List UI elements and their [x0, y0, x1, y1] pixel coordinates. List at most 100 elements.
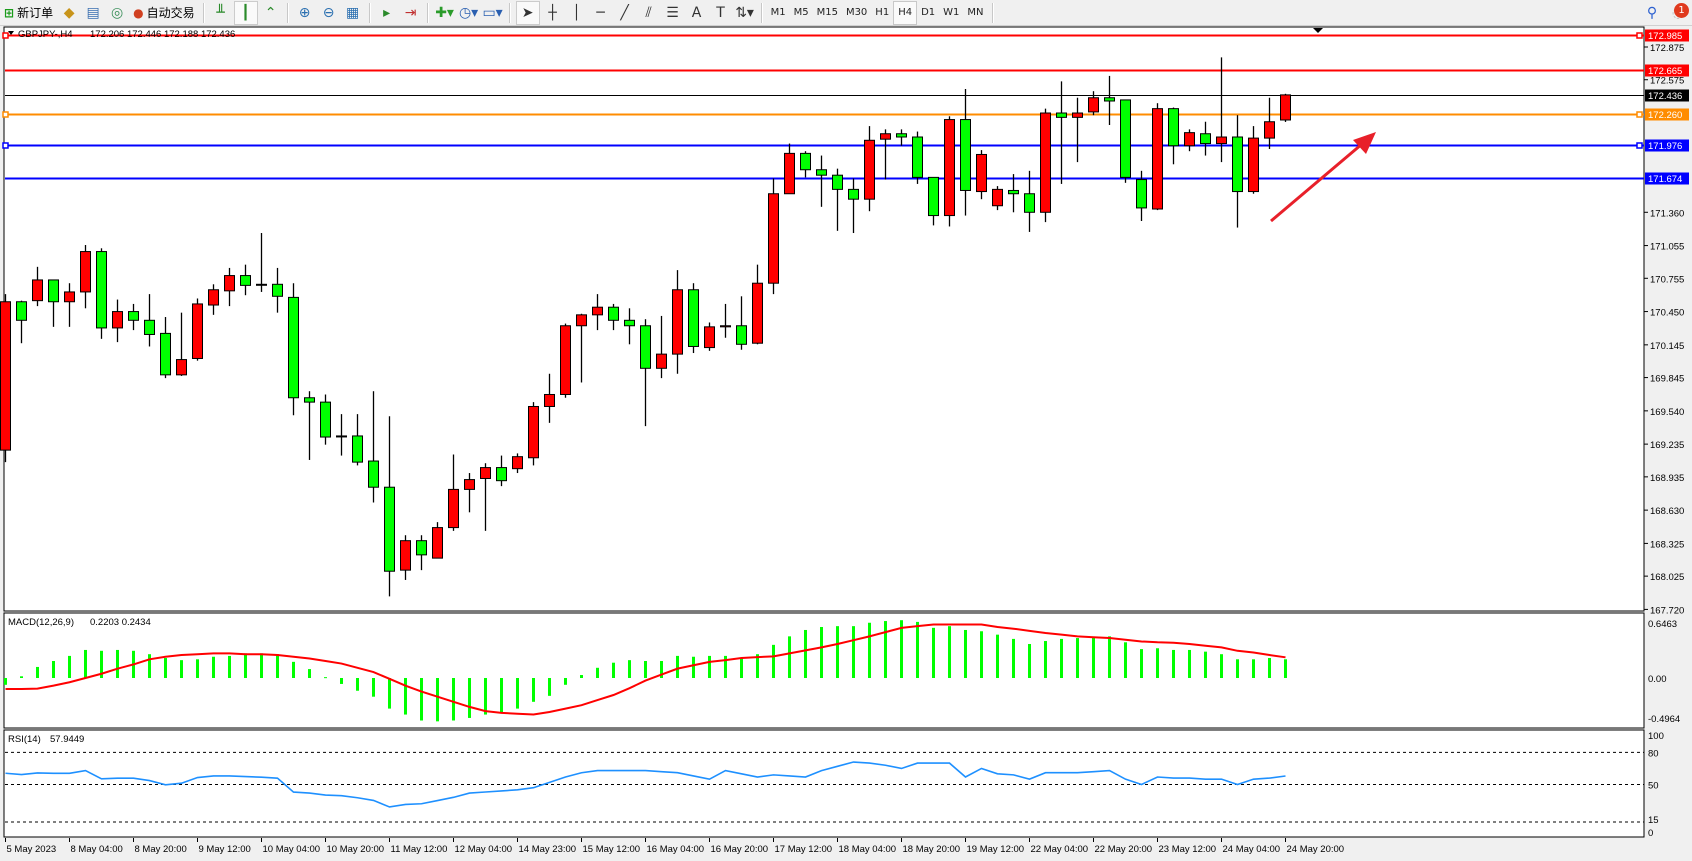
horizontal-line-icon[interactable]: ─: [596, 4, 605, 21]
macd-histogram-bar: [468, 678, 471, 718]
candle: [416, 535, 427, 571]
line-chart-icon[interactable]: ⌃: [264, 4, 277, 21]
candle: [1280, 93, 1291, 122]
macd-histogram-bar: [980, 631, 983, 678]
candle: [576, 313, 587, 383]
candle-body: [416, 540, 427, 556]
candle: [448, 454, 459, 531]
price-axis-label: 169.845: [1650, 374, 1684, 385]
macd-histogram-bar: [116, 649, 119, 678]
candle-body: [1120, 99, 1131, 178]
price-pane[interactable]: [3, 26, 1645, 612]
timeframe-m5[interactable]: M5: [793, 7, 809, 18]
timeframe-d1[interactable]: D1: [921, 7, 936, 18]
vertical-line-icon[interactable]: │: [572, 4, 581, 21]
macd-histogram-bar: [436, 678, 439, 722]
annotation-arrow[interactable]: [1270, 132, 1376, 223]
toolbar-divider: [991, 2, 994, 23]
candle: [912, 131, 923, 184]
macd-histogram-bar: [164, 658, 167, 678]
candle-body: [1216, 136, 1227, 145]
candle: [384, 416, 395, 597]
macd-histogram-bar: [1252, 659, 1255, 678]
auto-scroll-icon[interactable]: ▸: [383, 4, 391, 21]
candle-body: [816, 169, 827, 176]
chart-shift-icon[interactable]: ⇥: [404, 4, 417, 21]
macd-histogram-bar: [420, 678, 423, 721]
templates-icon[interactable]: ▭▾: [482, 4, 503, 21]
macd-histogram-bar: [68, 655, 71, 678]
candle-body: [1056, 112, 1067, 118]
macd-histogram-bar: [660, 661, 663, 678]
trendline-icon[interactable]: ╱: [620, 4, 629, 21]
macd-histogram-bar: [1204, 651, 1207, 678]
rsi-pane[interactable]: [3, 729, 1645, 838]
timeframe-mn[interactable]: MN: [967, 7, 984, 18]
macd-histogram-bar: [836, 626, 839, 678]
macd-histogram-bar: [852, 626, 855, 678]
zoom-out-icon[interactable]: ⊖: [322, 4, 335, 21]
candle: [80, 245, 91, 309]
timeframe-h4[interactable]: H4: [893, 0, 918, 25]
text-icon[interactable]: A: [691, 4, 702, 21]
time-axis-label: 22 May 04:00: [1031, 844, 1089, 855]
rsi-title: RSI(14): [8, 734, 41, 745]
search-icon[interactable]: ⚲: [1646, 4, 1658, 21]
candle-body: [1184, 132, 1195, 147]
candle: [720, 303, 731, 338]
candle-body: [672, 289, 683, 355]
price-axis-label: 168.935: [1650, 473, 1684, 484]
toolbar-divider: [202, 2, 205, 23]
timeframe-m30[interactable]: M30: [845, 7, 868, 18]
arrow-head-icon: [1353, 132, 1376, 154]
candle: [1008, 174, 1019, 213]
macd-histogram-bar: [212, 656, 215, 678]
candle: [1056, 81, 1067, 184]
periods-icon[interactable]: ◷▾: [458, 4, 479, 21]
signals-icon[interactable]: ◎: [110, 4, 124, 21]
macd-histogram-bar: [1188, 649, 1191, 678]
equidistant-channel-icon[interactable]: ⫽: [645, 4, 652, 21]
arrows-icon[interactable]: ⇅▾: [735, 4, 754, 21]
macd-histogram-bar: [180, 660, 183, 678]
macd-histogram-bar: [1236, 659, 1239, 678]
auto-trading-button[interactable]: ● 自动交易: [130, 2, 198, 24]
zoom-in-icon[interactable]: ⊕: [298, 4, 311, 21]
candle: [1168, 107, 1179, 165]
macd-histogram-bar: [884, 621, 887, 678]
time-axis-label: 18 May 04:00: [839, 844, 897, 855]
timeframe-w1[interactable]: W1: [943, 7, 960, 18]
macd-pane[interactable]: [3, 612, 1645, 729]
candle: [400, 535, 411, 580]
crosshair-icon[interactable]: ┼: [548, 4, 557, 21]
candlestick-chart-icon[interactable]: ┃: [233, 0, 258, 25]
cursor-icon[interactable]: ➤: [515, 0, 540, 25]
bar-chart-icon[interactable]: ╨: [216, 4, 225, 21]
macd-histogram-bar: [1156, 648, 1159, 678]
candle-body: [256, 283, 267, 286]
candle-body: [1040, 112, 1051, 213]
new-order-button[interactable]: ⊞ 新订单: [1, 2, 56, 24]
data-window-icon[interactable]: ▤: [86, 4, 100, 21]
timeframe-m15[interactable]: M15: [816, 7, 838, 18]
text-label-icon[interactable]: T: [716, 4, 725, 21]
timeframe-m1[interactable]: M1: [770, 7, 786, 18]
macd-histogram-bar: [20, 676, 23, 678]
market-watch-icon[interactable]: ◆: [63, 4, 75, 21]
candle: [640, 319, 651, 427]
rsi-axis-label: 15: [1648, 815, 1659, 826]
notifications-button[interactable]: ◌ 1: [1665, 2, 1691, 24]
candle-body: [288, 296, 299, 399]
fibonacci-icon[interactable]: ☰: [666, 4, 679, 21]
candle: [128, 303, 139, 331]
indicators-icon[interactable]: ✚▾: [435, 4, 454, 21]
tile-windows-icon[interactable]: ▦: [345, 4, 360, 21]
candle-body: [496, 467, 507, 482]
candle: [96, 248, 107, 339]
candle: [656, 315, 667, 379]
timeframe-h1[interactable]: H1: [875, 7, 890, 18]
candle: [976, 150, 987, 200]
chart-shift-marker-icon[interactable]: [1313, 28, 1323, 33]
price-axis-label: 170.755: [1650, 274, 1684, 285]
